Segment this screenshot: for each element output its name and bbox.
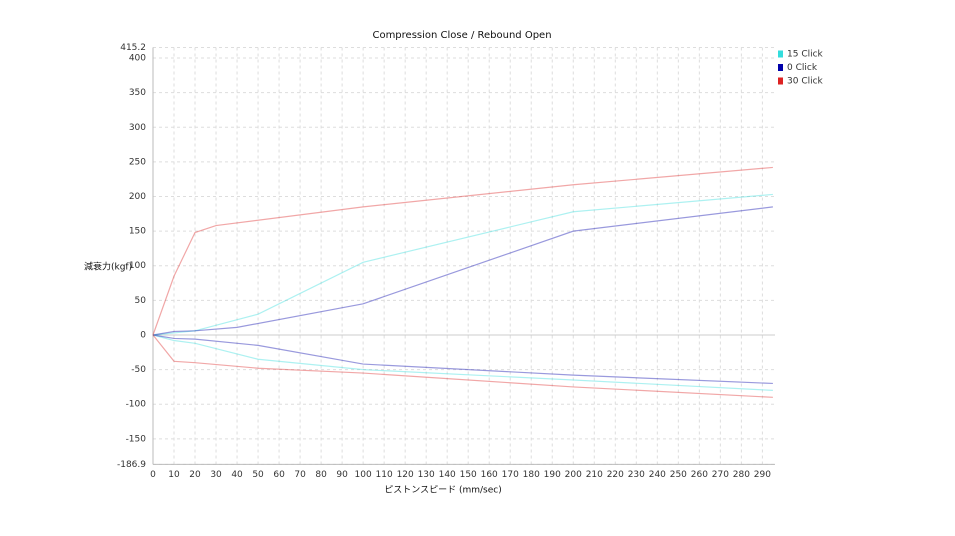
x-tick-label: 110: [376, 470, 393, 480]
y-tick-label: -186.9: [117, 460, 146, 470]
y-tick-label: -100: [126, 400, 147, 410]
y-tick-label: 50: [135, 296, 147, 306]
legend-swatch: [778, 50, 783, 58]
legend-label: 30 Click: [787, 77, 824, 87]
x-tick-label: 160: [481, 470, 498, 480]
x-tick-label: 30: [210, 470, 222, 480]
x-tick-label: 280: [733, 470, 750, 480]
series-line: [152, 206, 773, 385]
x-tick-label: 100: [355, 470, 372, 480]
y-axis-label: 減衰力(kgf): [84, 261, 132, 273]
series-line: [152, 193, 773, 391]
y-tick-label: 150: [129, 227, 146, 237]
x-tick-label: 170: [502, 470, 519, 480]
y-tick-label: 350: [129, 88, 146, 98]
chart-title: Compression Close / Rebound Open: [372, 30, 551, 41]
y-tick-label: 300: [129, 123, 146, 133]
x-tick-label: 40: [231, 470, 243, 480]
x-tick-label: 230: [628, 470, 645, 480]
x-tick-label: 150: [460, 470, 477, 480]
x-tick-label: 10: [168, 470, 180, 480]
x-tick-label: 20: [189, 470, 201, 480]
x-tick-label: 290: [754, 470, 771, 480]
y-tick-label: 415.2: [120, 43, 146, 53]
x-tick-label: 180: [523, 470, 540, 480]
legend-swatch: [778, 64, 783, 71]
legend-label: 0 Click: [787, 63, 818, 73]
x-tick-label: 250: [670, 470, 687, 480]
x-tick-label: 120: [397, 470, 414, 480]
x-tick-label: 270: [712, 470, 729, 480]
y-tick-label: 250: [129, 157, 146, 167]
series-line: [152, 166, 773, 398]
x-tick-label: 220: [607, 470, 624, 480]
legend-label: 15 Click: [787, 50, 824, 60]
x-tick-label: 140: [439, 470, 456, 480]
x-tick-label: 60: [273, 470, 285, 480]
x-tick-label: 130: [418, 470, 435, 480]
x-tick-label: 80: [315, 470, 327, 480]
x-axis-label: ピストンスピード (mm/sec): [384, 485, 501, 496]
x-tick-label: 190: [544, 470, 561, 480]
x-tick-label: 260: [691, 470, 708, 480]
y-tick-label: 0: [140, 330, 146, 340]
x-tick-label: 70: [294, 470, 306, 480]
x-tick-label: 50: [252, 470, 264, 480]
x-tick-label: 200: [565, 470, 582, 480]
x-tick-label: 210: [586, 470, 603, 480]
y-tick-label: -50: [131, 365, 146, 375]
y-tick-label: 100: [129, 261, 146, 271]
x-tick-label: 0: [150, 470, 156, 480]
y-tick-label: -150: [126, 434, 147, 444]
y-tick-label: 200: [129, 192, 146, 202]
y-tick-label: 400: [129, 54, 146, 64]
x-tick-label: 240: [649, 470, 666, 480]
x-tick-label: 90: [336, 470, 348, 480]
legend-swatch: [778, 77, 783, 85]
